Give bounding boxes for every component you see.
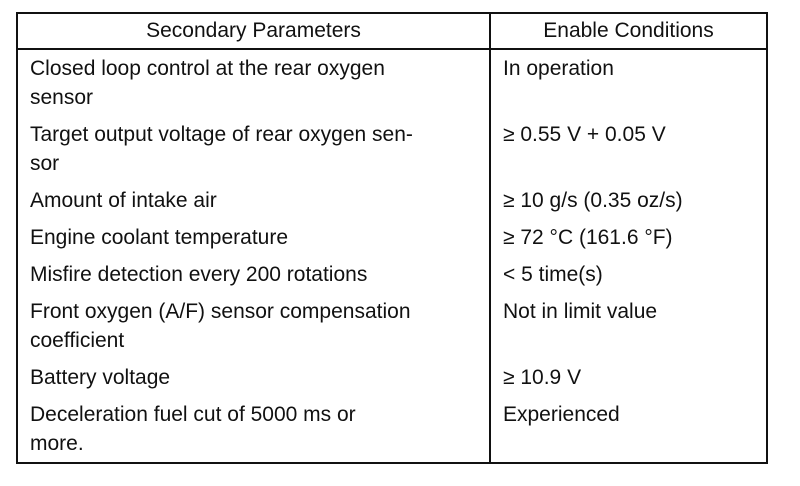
table-cell: ≥ 72 °C (161.6 °F)	[503, 226, 673, 249]
parameters-table: Secondary Parameters Enable Conditions Cl…	[16, 12, 768, 464]
table-cell: ≥ 10 g/s (0.35 oz/s)	[503, 189, 683, 212]
table-cell: Closed loop control at the rear oxygen s…	[17, 49, 491, 116]
header-row: Secondary Parameters Enable Conditions	[17, 13, 767, 50]
table-cell: In operation	[503, 57, 614, 80]
table-cell: Engine coolant temperature	[17, 219, 491, 256]
table-row: Closed loop control at the rear oxygen s…	[17, 49, 767, 116]
table-row: Deceleration fuel cut of 5000 ms or more…	[17, 396, 767, 463]
table-cell: Front oxygen (A/F) sensor compensation c…	[17, 293, 491, 359]
table-cell: Battery voltage	[17, 359, 491, 396]
table-row: Battery voltage ≥ 10.9 V	[17, 359, 767, 396]
table-cell: < 5 time(s)	[503, 263, 603, 286]
table-header: Secondary Parameters Enable Conditions	[17, 13, 767, 50]
table-body: Closed loop control at the rear oxygen s…	[17, 49, 767, 463]
table-row: Amount of intake air ≥ 10 g/s (0.35 oz/s)	[17, 182, 767, 219]
table-cell: Misfire detection every 200 rotations	[17, 256, 491, 293]
table-cell: Amount of intake air	[17, 182, 491, 219]
table-cell: ≥ 0.55 V + 0.05 V	[503, 123, 666, 146]
table-row: Front oxygen (A/F) sensor compensation c…	[17, 293, 767, 359]
table-row: Target output voltage of rear oxygen sen…	[17, 116, 767, 182]
header-cell: Secondary Parameters	[17, 13, 491, 50]
table-cell: ≥ 10.9 V	[503, 366, 582, 389]
header-cell: Enable Conditions	[490, 13, 767, 50]
table-cell: Target output voltage of rear oxygen sen…	[17, 116, 491, 182]
table-row: Misfire detection every 200 rotations < 5…	[17, 256, 767, 293]
table-row: Engine coolant temperature ≥ 72 °C (161.6…	[17, 219, 767, 256]
table-cell: Not in limit value	[503, 300, 658, 323]
table-cell: Experienced	[503, 403, 620, 426]
table-cell: Deceleration fuel cut of 5000 ms or more…	[17, 396, 491, 463]
